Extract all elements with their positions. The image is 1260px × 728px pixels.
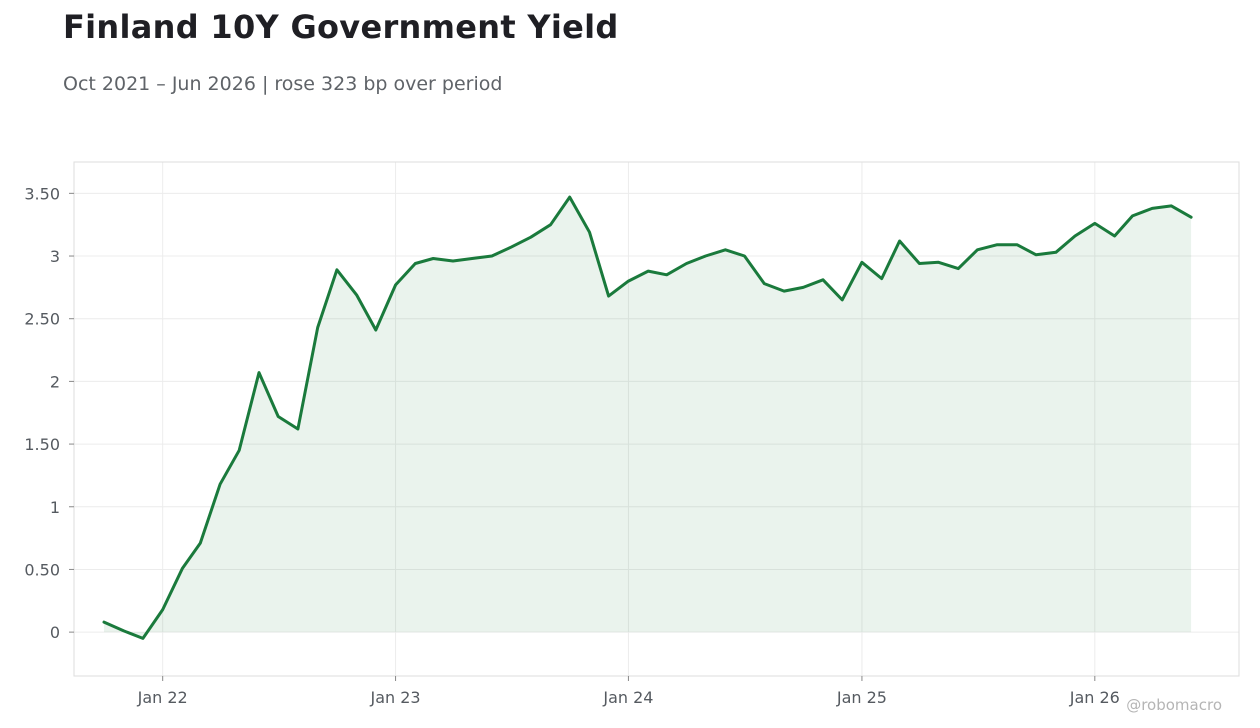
- x-axis: Jan 22 Jan 23 Jan 24 Jan 25 Jan 26: [137, 676, 1120, 707]
- y-tick-label: 0: [50, 623, 60, 642]
- y-tick-label: 1: [50, 498, 60, 517]
- y-axis: 0 0.50 1 1.50 2 2.50 3 3.50: [24, 184, 74, 642]
- x-tick-label: Jan 25: [836, 688, 887, 707]
- yield-area-fill: [104, 197, 1192, 639]
- watermark: @robomacro: [1126, 696, 1222, 714]
- y-tick-label: 2.50: [24, 310, 60, 329]
- chart-subtitle: Oct 2021 – Jun 2026 | rose 323 bp over p…: [63, 73, 503, 95]
- x-tick-label: Jan 22: [137, 688, 188, 707]
- y-tick-label: 0.50: [24, 560, 60, 579]
- y-tick-label: 1.50: [24, 435, 60, 454]
- grid-lines: [74, 162, 1239, 676]
- x-tick-label: Jan 24: [602, 688, 653, 707]
- y-tick-label: 3.50: [24, 184, 60, 203]
- chart-title: Finland 10Y Government Yield: [63, 8, 619, 46]
- x-tick-label: Jan 23: [370, 688, 421, 707]
- y-tick-label: 3: [50, 247, 60, 266]
- plot-frame: [73, 161, 1240, 677]
- y-tick-label: 2: [50, 372, 60, 391]
- x-tick-label: Jan 26: [1069, 688, 1120, 707]
- yield-line: [102, 195, 1193, 640]
